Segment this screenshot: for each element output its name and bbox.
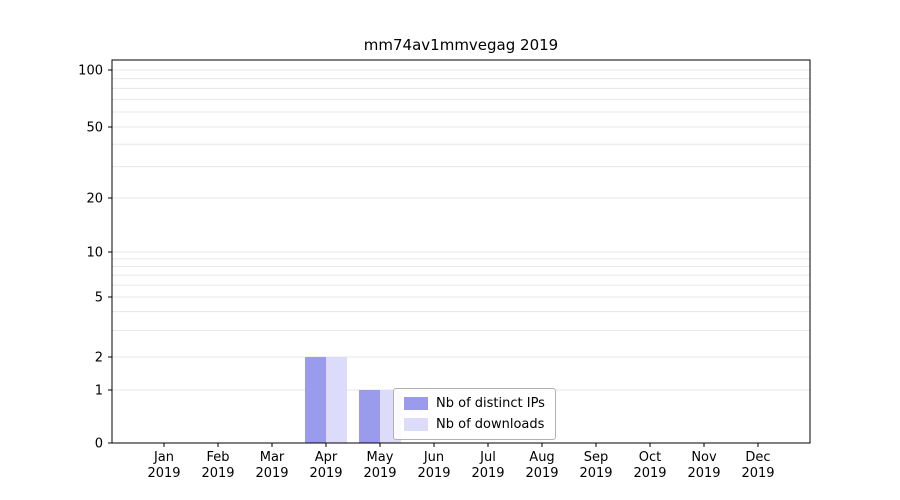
y-tick-label: 2 bbox=[95, 351, 103, 366]
y-tick-label: 10 bbox=[86, 246, 103, 261]
legend-swatch-distinct-ips bbox=[404, 397, 428, 410]
x-tick-label: Oct 2019 bbox=[633, 450, 666, 481]
y-tick-label: 1 bbox=[95, 384, 103, 399]
bar-downloads bbox=[326, 357, 347, 443]
y-tick-label: 20 bbox=[86, 192, 103, 207]
x-tick-label: Feb 2019 bbox=[201, 450, 234, 481]
x-tick-label: May 2019 bbox=[363, 450, 396, 481]
x-tick-label: Jun 2019 bbox=[417, 450, 450, 481]
y-tick-label: 50 bbox=[86, 121, 103, 136]
y-tick-label: 0 bbox=[95, 437, 103, 452]
legend-item-downloads: Nb of downloads bbox=[404, 417, 545, 432]
legend-item-distinct-ips: Nb of distinct IPs bbox=[404, 396, 545, 411]
y-tick-label: 5 bbox=[95, 291, 103, 306]
x-tick-label: Jan 2019 bbox=[147, 450, 180, 481]
bar-distinct-ips bbox=[359, 390, 380, 443]
x-tick-label: Dec 2019 bbox=[741, 450, 774, 481]
x-tick-label: Nov 2019 bbox=[687, 450, 720, 481]
legend-label-downloads: Nb of downloads bbox=[436, 417, 545, 432]
x-tick-label: Mar 2019 bbox=[255, 450, 288, 481]
x-tick-label: Sep 2019 bbox=[579, 450, 612, 481]
bar-distinct-ips bbox=[305, 357, 326, 443]
x-tick-label: Apr 2019 bbox=[309, 450, 342, 481]
legend: Nb of distinct IPs Nb of downloads bbox=[393, 388, 556, 440]
y-tick-label: 100 bbox=[78, 64, 103, 79]
x-tick-label: Aug 2019 bbox=[525, 450, 558, 481]
chart-title: mm74av1mmvegag 2019 bbox=[363, 36, 559, 54]
legend-label-distinct-ips: Nb of distinct IPs bbox=[436, 396, 545, 411]
legend-swatch-downloads bbox=[404, 418, 428, 431]
x-tick-label: Jul 2019 bbox=[471, 450, 504, 481]
